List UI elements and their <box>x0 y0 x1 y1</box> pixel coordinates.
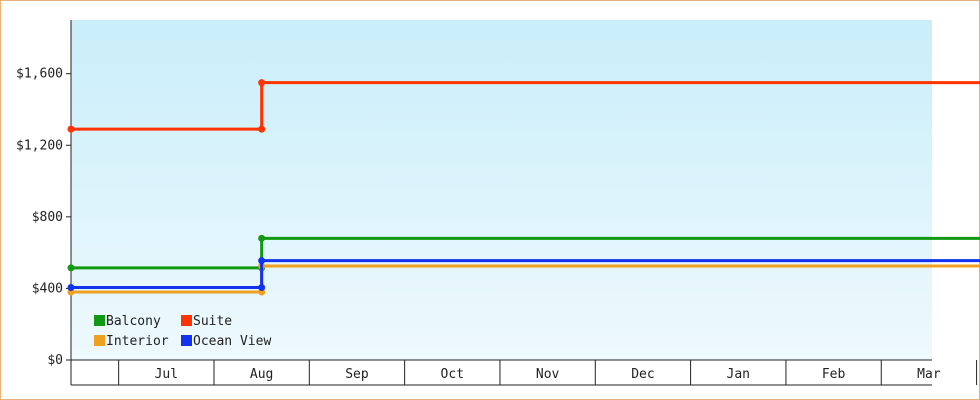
x-tick-label: Aug <box>250 367 273 382</box>
plot-area <box>71 20 932 360</box>
legend-swatch-balcony <box>94 315 105 326</box>
legend-label-balcony: Balcony <box>106 314 161 329</box>
y-tick-label: $1,200 <box>16 138 63 153</box>
legend-swatch-interior <box>94 335 105 346</box>
x-tick-label: Sep <box>345 367 369 382</box>
legend-swatch-suite <box>181 315 192 326</box>
data-point-ocean-view <box>258 284 266 292</box>
series-line-suite <box>71 81 980 131</box>
legend-swatch-ocean-view <box>181 335 192 346</box>
x-tick-label: Nov <box>536 367 560 382</box>
data-point-suite <box>258 125 266 133</box>
data-point-suite <box>258 79 266 87</box>
x-tick-label: Oct <box>441 367 464 382</box>
data-point-balcony <box>67 264 75 272</box>
legend-label-suite: Suite <box>193 314 232 329</box>
series-line-balcony <box>71 236 980 270</box>
y-tick-label: $400 <box>32 281 63 296</box>
x-tick-label: Jan <box>727 367 750 382</box>
legend-label-interior: Interior <box>106 334 169 349</box>
x-tick-label: Mar <box>917 367 941 382</box>
data-point-ocean-view <box>67 284 75 292</box>
data-point-balcony <box>258 234 266 242</box>
x-tick-label: Feb <box>822 367 846 382</box>
series-line-ocean-view <box>71 259 980 290</box>
series-line-interior <box>71 264 980 294</box>
y-tick-label: $800 <box>32 210 63 225</box>
data-point-ocean-view <box>258 257 266 265</box>
x-tick-label: Dec <box>631 367 654 382</box>
y-tick-label: $1,600 <box>16 67 63 82</box>
x-tick-label: Jul <box>155 367 178 382</box>
data-point-suite <box>67 125 75 133</box>
y-tick-label: $0 <box>47 353 63 368</box>
legend-label-ocean-view: Ocean View <box>193 334 271 349</box>
